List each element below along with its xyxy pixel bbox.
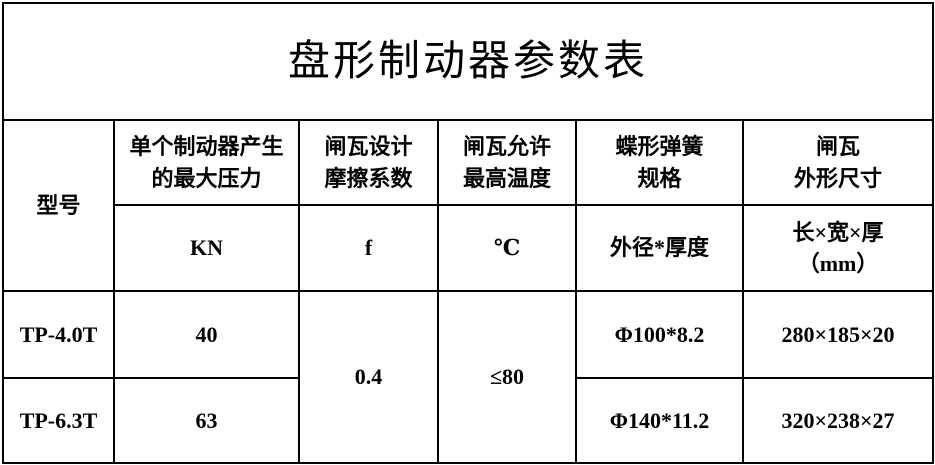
table-title-row: 盘形制动器参数表 <box>1 2 935 121</box>
header-model: 型号 <box>2 119 115 292</box>
table-row: TP-6.3T 63 Φ140*11.2 320×238×27 <box>2 377 935 464</box>
header-max-temperature: 闸瓦允许 最高温度 <box>437 119 577 206</box>
unit-max-temperature: ℃ <box>437 204 577 292</box>
cell-model: TP-4.0T <box>2 290 115 379</box>
header-spring-spec: 蝶形弹簧 规格 <box>575 119 744 206</box>
cell-model: TP-6.3T <box>2 377 115 464</box>
cell-shoe-dimensions: 280×185×20 <box>741 290 935 379</box>
unit-shoe-dimensions: 长×宽×厚 （mm） <box>741 204 935 292</box>
unit-friction-coefficient: f <box>298 204 439 292</box>
table-row: TP-4.0T 40 0.4 ≤80 Φ100*8.2 280×185×20 <box>2 290 935 464</box>
header-shoe-dimensions: 闸瓦 外形尺寸 <box>741 119 935 206</box>
cell-max-pressure: 40 <box>113 290 300 379</box>
table-unit-row: KN f ℃ 外径*厚度 长×宽×厚 （mm） <box>3 204 935 292</box>
unit-max-pressure: KN <box>113 204 300 292</box>
cell-shoe-dimensions: 320×238×27 <box>741 377 935 464</box>
cell-spring-spec: Φ140*11.2 <box>575 377 744 464</box>
cell-max-pressure: 63 <box>113 377 300 464</box>
table-title: 盘形制动器参数表 <box>1 2 935 121</box>
cell-spring-spec: Φ100*8.2 <box>575 290 744 379</box>
header-max-pressure: 单个制动器产生 的最大压力 <box>113 119 300 206</box>
cell-friction-coefficient: 0.4 <box>298 290 439 464</box>
cell-max-temperature: ≤80 <box>437 290 577 464</box>
table-header-row: 型号 单个制动器产生 的最大压力 闸瓦设计 摩擦系数 闸瓦允许 最高温度 蝶形弹… <box>2 119 935 292</box>
unit-spring-spec: 外径*厚度 <box>575 204 744 292</box>
header-friction-coefficient: 闸瓦设计 摩擦系数 <box>298 119 439 206</box>
